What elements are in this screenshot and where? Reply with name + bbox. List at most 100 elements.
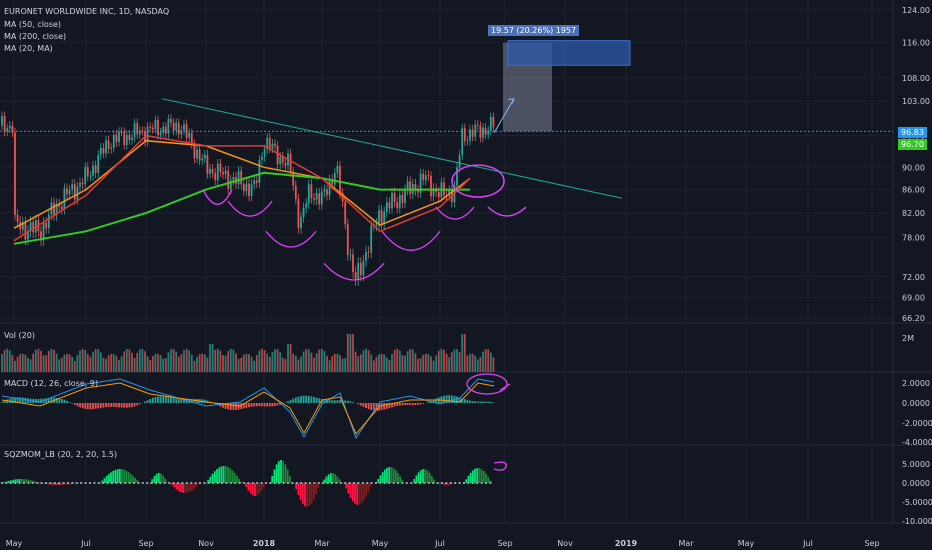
volume-bar bbox=[320, 348, 323, 372]
sqz-dot bbox=[58, 482, 61, 484]
sqz-momentum-bar bbox=[193, 483, 196, 489]
candle-body bbox=[177, 122, 180, 135]
sqz-momentum-bar bbox=[275, 464, 278, 483]
sqz-momentum-bar bbox=[224, 466, 227, 483]
sqz-momentum-bar bbox=[379, 475, 382, 483]
candle-body bbox=[24, 222, 27, 240]
macd-histogram-bar bbox=[302, 395, 305, 403]
candle-body bbox=[237, 170, 240, 184]
sqz-dot bbox=[361, 482, 364, 484]
sqz-momentum-bar bbox=[323, 479, 326, 483]
sqz-momentum-bar bbox=[216, 469, 218, 483]
candle-body bbox=[222, 171, 224, 175]
sqz-momentum-bar bbox=[218, 467, 221, 483]
volume-bar bbox=[466, 355, 469, 372]
pane-macd-title[interactable]: MACD (12, 26, close, 9) bbox=[4, 379, 99, 388]
sqz-dot bbox=[427, 482, 430, 484]
sqz-momentum-bar bbox=[251, 483, 254, 496]
sqz-momentum-bar bbox=[358, 483, 361, 505]
volume-bar bbox=[19, 354, 22, 372]
volume-bar bbox=[219, 350, 222, 372]
pane-sqz-title[interactable]: SQZMOM_LB (20, 2, 20, 1.5) bbox=[4, 450, 118, 459]
macd-histogram-bar bbox=[391, 403, 393, 408]
sqz-momentum-bar bbox=[308, 483, 311, 506]
candle-body bbox=[292, 171, 295, 186]
macd-histogram-bar bbox=[16, 397, 19, 403]
volume-bar bbox=[58, 359, 61, 372]
macd-histogram-bar bbox=[339, 400, 341, 403]
indicator-ma50[interactable]: MA (50, close) bbox=[4, 20, 62, 29]
volume-bar bbox=[47, 350, 50, 372]
sqz-dot bbox=[295, 482, 298, 484]
volume-bar bbox=[359, 354, 362, 372]
volume-bar bbox=[110, 353, 113, 372]
candle-body bbox=[167, 118, 170, 134]
candle-body bbox=[362, 260, 365, 276]
hs-annotation-arc bbox=[487, 206, 527, 217]
sqz-dot bbox=[97, 482, 100, 484]
macd-histogram-bar bbox=[292, 398, 295, 403]
candle-body bbox=[430, 175, 432, 197]
candle-body bbox=[250, 184, 253, 196]
candle-body bbox=[388, 202, 391, 209]
sqz-momentum-bar bbox=[419, 470, 422, 483]
sqz-dot bbox=[181, 482, 184, 484]
indicator-ma200[interactable]: MA (200, close) bbox=[4, 32, 67, 41]
macd-histogram-bar bbox=[235, 403, 237, 410]
volume-bar bbox=[42, 355, 45, 372]
sqz-momentum-bar bbox=[293, 483, 295, 484]
sqz-dot bbox=[80, 482, 83, 484]
candle-body bbox=[81, 182, 84, 185]
macd-histogram-bar bbox=[346, 400, 349, 403]
candle-body bbox=[326, 189, 328, 196]
sqz-dot bbox=[471, 482, 474, 484]
macd-histogram-bar bbox=[258, 403, 261, 407]
macd-histogram-bar bbox=[352, 402, 354, 403]
volume-bar bbox=[427, 354, 430, 372]
sqz-dot bbox=[225, 482, 228, 484]
candle-body bbox=[94, 165, 97, 173]
sqz-momentum-bar bbox=[238, 478, 240, 483]
sqz-momentum-bar bbox=[175, 483, 178, 490]
volume-bar bbox=[214, 349, 217, 372]
volume-bar bbox=[201, 353, 204, 372]
macd-histogram-bar bbox=[385, 403, 388, 409]
sqz-momentum-bar bbox=[415, 475, 418, 483]
volume-bar bbox=[8, 350, 11, 372]
sqz-dot bbox=[238, 482, 241, 484]
sqz-tick-label: 5.0000 bbox=[902, 460, 930, 469]
pane-vol-title[interactable]: Vol (20) bbox=[4, 331, 35, 340]
volume-bar bbox=[162, 358, 165, 372]
volume-bar bbox=[68, 354, 71, 372]
y-tick-label: 108.00 bbox=[902, 74, 930, 83]
sqz-dot bbox=[137, 482, 140, 484]
sqz-momentum-bar bbox=[3, 482, 6, 483]
sqz-momentum-bar bbox=[180, 483, 182, 493]
volume-bar bbox=[323, 351, 326, 372]
sqz-momentum-bar bbox=[485, 473, 487, 483]
sqz-momentum-bar bbox=[65, 483, 68, 485]
volume-bar bbox=[261, 348, 263, 372]
sqz-momentum-bar bbox=[424, 469, 427, 483]
candle-body bbox=[279, 156, 282, 165]
indicator-ma20[interactable]: MA (20, MA) bbox=[4, 44, 53, 53]
sqz-dot bbox=[331, 482, 333, 484]
sqz-momentum-bar bbox=[125, 470, 128, 483]
sqz-momentum-bar bbox=[282, 461, 285, 483]
volume-bar bbox=[375, 357, 378, 372]
sqz-momentum-bar bbox=[107, 474, 110, 483]
candle-body bbox=[469, 129, 471, 141]
sqz-momentum-bar bbox=[258, 483, 261, 494]
sqz-dot bbox=[278, 482, 281, 484]
sqz-dot bbox=[84, 482, 87, 484]
macd-histogram-bar bbox=[118, 403, 120, 408]
candle-body bbox=[318, 193, 321, 205]
sqz-momentum-bar bbox=[105, 476, 108, 483]
volume-bar bbox=[313, 357, 315, 372]
sqz-momentum-bar bbox=[160, 473, 162, 483]
volume-bar bbox=[458, 351, 461, 372]
macd-histogram-bar bbox=[157, 396, 159, 403]
sqz-momentum-bar bbox=[482, 471, 485, 483]
macd-histogram-bar bbox=[411, 403, 414, 406]
volume-bar bbox=[279, 352, 282, 372]
